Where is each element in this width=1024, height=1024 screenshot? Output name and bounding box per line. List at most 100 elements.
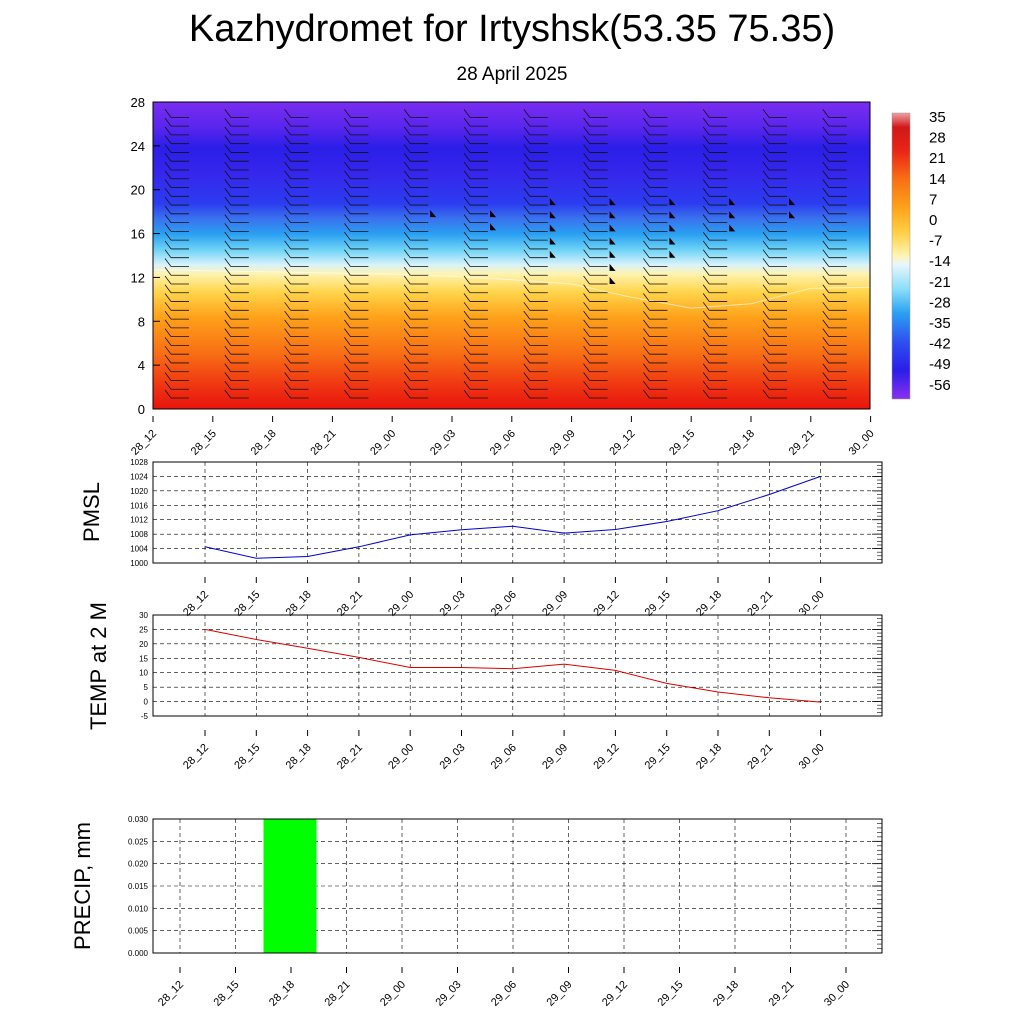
colorbar-label: -49	[929, 356, 951, 373]
time-section-y-tick-label: 24	[131, 139, 145, 154]
wind-barb	[643, 328, 650, 337]
wind-barb	[224, 258, 232, 267]
p2-y-tick-label: 1004	[130, 545, 148, 554]
wind-barb	[284, 179, 291, 188]
wind-barb	[822, 275, 830, 285]
wind-barb	[463, 188, 471, 197]
wind-barb	[164, 170, 172, 179]
wind-barb	[344, 117, 351, 127]
wind-barb	[224, 372, 232, 381]
wind-barb	[583, 144, 590, 153]
wind-barb	[523, 214, 531, 223]
wind-barb	[344, 266, 351, 276]
wind-barb	[822, 126, 830, 136]
wind-barb	[762, 302, 770, 311]
wind-barb	[523, 117, 531, 127]
wind-barb	[284, 372, 291, 381]
wind-barb	[822, 249, 830, 258]
wind-barb	[403, 345, 411, 355]
wind-pennant	[669, 211, 676, 219]
wind-barb	[403, 302, 411, 311]
wind-barb	[702, 389, 710, 399]
wind-barb	[762, 135, 770, 144]
wind-barb	[523, 354, 531, 364]
wind-barb	[164, 328, 172, 337]
wind-barb	[643, 240, 650, 250]
wind-barb	[164, 179, 172, 188]
wind-barb	[702, 337, 710, 346]
wind-barb	[164, 240, 172, 250]
wind-barb	[463, 293, 471, 302]
wind-barb	[224, 117, 232, 127]
wind-barb	[583, 117, 590, 127]
wind-barb	[822, 337, 830, 346]
time-section-x-tick-label: 28_18	[249, 428, 279, 458]
p2-x-tick-label: 29_15	[643, 589, 673, 619]
time-section-x-tick-label: 29_18	[727, 428, 757, 458]
wind-barb	[344, 258, 351, 267]
wind-barb	[344, 231, 351, 241]
wind-barb	[284, 117, 291, 127]
wind-barb	[702, 109, 710, 118]
colorbar-label: 7	[929, 191, 937, 208]
wind-barb	[822, 223, 830, 232]
precip-grid	[153, 818, 882, 954]
precip-y-axis-label: PRECIP, mm	[70, 822, 95, 950]
wind-barb	[463, 179, 471, 188]
wind-barb	[702, 372, 710, 381]
wind-barb	[403, 109, 411, 118]
wind-barb	[344, 223, 351, 232]
wind-barb	[284, 345, 291, 355]
temp-y-axis-label: TEMP at 2 M	[86, 602, 111, 730]
time-section-x-tick-label: 28_21	[308, 428, 338, 458]
wind-barb	[762, 179, 770, 188]
wind-barb	[523, 310, 531, 320]
wind-barb	[463, 109, 471, 118]
precip-x-tick-label: 30_00	[822, 979, 852, 1009]
colorbar-labels: 35 28 21 14 7 0 -7 -14 -21 -28 -35 -42 -49 -56	[929, 109, 951, 394]
wind-barb	[523, 389, 531, 399]
wind-barb	[344, 240, 351, 250]
p2-x-tick-label: 30_00	[797, 589, 827, 619]
wind-barb	[523, 205, 531, 215]
wind-barb	[164, 196, 172, 206]
wind-barb	[583, 223, 590, 232]
wind-pennant	[609, 250, 616, 258]
wind-barb	[583, 258, 590, 267]
wind-barb	[403, 240, 411, 250]
wind-barb	[583, 188, 590, 197]
wind-barb	[643, 117, 650, 127]
wind-barb	[583, 249, 590, 258]
wind-barb	[224, 144, 232, 153]
wind-pennant	[430, 210, 437, 218]
wind-barb	[164, 319, 172, 329]
wind-barb	[583, 135, 590, 144]
wind-barb	[284, 135, 291, 144]
wind-barb	[523, 223, 531, 232]
wind-barb	[583, 310, 590, 320]
p2-x-tick-label: 29_12	[591, 589, 621, 619]
wind-barb	[643, 179, 650, 188]
wind-barb	[583, 109, 590, 118]
wind-barb	[822, 179, 830, 188]
wind-barb	[284, 109, 291, 118]
time-section-y-tick-label: 20	[131, 183, 145, 198]
wind-barb	[643, 188, 650, 197]
wind-barb	[463, 345, 471, 355]
wind-barb	[702, 328, 710, 337]
wind-barb	[463, 152, 471, 162]
wind-barb	[344, 363, 351, 372]
wind-barb	[284, 328, 291, 337]
precip-y-tick-label: 0.020	[128, 860, 149, 869]
wind-barb	[583, 354, 590, 364]
wind-barb	[762, 109, 770, 118]
wind-barb	[762, 266, 770, 276]
p2-y-tick-label: 1008	[130, 530, 148, 539]
wind-barb	[822, 372, 830, 381]
wind-barb	[403, 293, 411, 302]
temp-series-line	[204, 628, 821, 703]
wind-barb	[463, 223, 471, 232]
precip-x-tick-label: 28_12	[156, 979, 186, 1009]
p2-x-tick-label: 28_12	[181, 589, 211, 619]
wind-barb	[702, 223, 710, 232]
